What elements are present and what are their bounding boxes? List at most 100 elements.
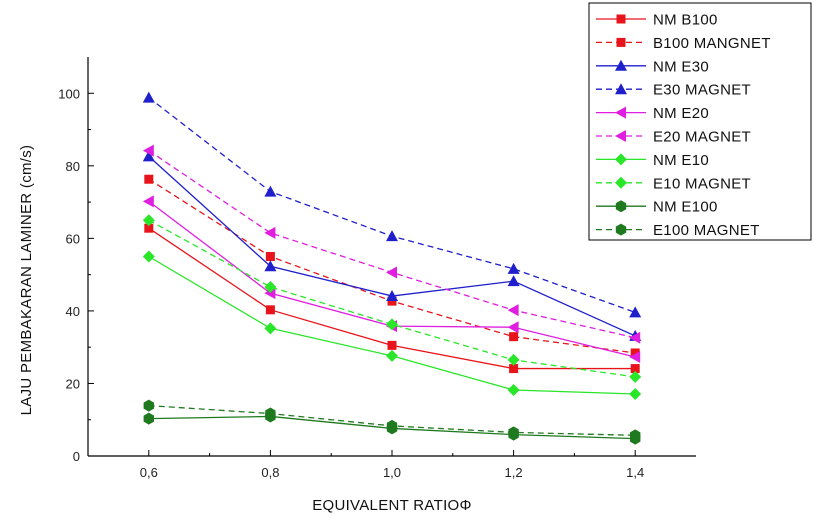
legend-marker xyxy=(615,153,627,166)
data-point-nm-e30 xyxy=(386,290,398,302)
data-point-nm-e10 xyxy=(264,322,277,335)
data-point-e20-magnet xyxy=(507,304,519,317)
legend-item-nm-b100: NM B100 xyxy=(596,12,718,29)
data-point-e100-magnet xyxy=(143,399,154,412)
legend-item-e30-magnet: E30 MAGNET xyxy=(596,82,751,99)
legend-item-nm-e20: NM E20 xyxy=(596,105,709,122)
data-point-nm-b100 xyxy=(387,340,397,350)
legend-label: E20 MAGNET xyxy=(653,129,751,146)
data-point-nm-e30 xyxy=(507,275,520,287)
data-point-e30-magnet xyxy=(386,230,398,242)
series-nm-b100 xyxy=(144,223,640,374)
data-point-b100-mangnet xyxy=(387,296,397,306)
data-point-nm-e30 xyxy=(264,260,277,272)
series-line-nm-e30 xyxy=(148,155,636,337)
data-point-e100-magnet xyxy=(508,426,519,439)
legend-marker xyxy=(615,59,627,71)
data-point-nm-b100 xyxy=(630,364,640,374)
legend-item-e100-magnet: E100 MAGNET xyxy=(596,222,760,239)
x-axis-title: EQUIVALENT RATIOΦ xyxy=(312,497,472,514)
legend-label: NM E30 xyxy=(653,58,709,75)
data-point-e100-magnet xyxy=(265,407,276,420)
legend-marker xyxy=(615,106,626,119)
legend-label: E10 MAGNET xyxy=(653,175,751,192)
data-point-b100-mangnet xyxy=(265,252,275,261)
x-tick-label: 0,8 xyxy=(261,465,279,480)
data-point-e30-magnet xyxy=(264,185,277,197)
legend-label: NM E10 xyxy=(653,152,709,169)
data-point-nm-e10 xyxy=(386,349,398,362)
data-point-e10-magnet xyxy=(264,280,277,293)
y-tick-label: 80 xyxy=(66,159,80,174)
series-nm-e30 xyxy=(142,150,642,341)
legend-marker xyxy=(615,83,627,95)
legend-marker xyxy=(615,223,627,236)
data-point-e20-magnet xyxy=(386,266,397,279)
legend-marker xyxy=(615,130,626,142)
data-point-nm-e20 xyxy=(507,321,519,334)
data-point-nm-e100 xyxy=(143,412,154,425)
series-line-e20-magnet xyxy=(148,150,636,339)
data-point-nm-e20 xyxy=(142,195,154,208)
legend-label: NM E20 xyxy=(653,105,709,122)
data-point-e10-magnet xyxy=(142,214,155,227)
legend-label: E100 MAGNET xyxy=(653,222,760,239)
data-point-nm-e10 xyxy=(142,250,155,263)
x-tick-label: 1,2 xyxy=(505,465,523,480)
data-point-b100-mangnet xyxy=(630,348,640,358)
data-point-e100-magnet xyxy=(386,419,398,432)
data-point-nm-b100 xyxy=(144,223,154,233)
series-nm-e10 xyxy=(142,250,642,400)
series-nm-e20 xyxy=(142,195,641,363)
legend-label: NM B100 xyxy=(653,12,718,29)
legend-label: E30 MAGNET xyxy=(653,82,751,99)
legend: NM B100 B100 MANGNET NM E30 E30 MAGNET NM E2… xyxy=(588,2,812,241)
series-e20-magnet xyxy=(142,144,641,344)
data-point-e10-magnet xyxy=(386,318,398,331)
axes: 0 20 40 60 80 100 0,6 0,8 1,0 1,2 1,4 xyxy=(58,57,696,480)
legend-marker xyxy=(616,14,626,24)
data-point-nm-b100 xyxy=(265,305,275,315)
data-point-e100-magnet xyxy=(630,429,641,442)
y-tick-label: 0 xyxy=(73,449,80,464)
y-axis-title: LAJU PEMBAKARAN LAMINER (cm/s) xyxy=(18,145,35,416)
legend-marker xyxy=(615,176,627,189)
legend-item-e10-magnet: E10 MAGNET xyxy=(596,175,751,192)
legend-item-e20-magnet: E20 MAGNET xyxy=(596,129,751,146)
data-point-e20-magnet xyxy=(629,331,641,344)
series-layer xyxy=(142,91,642,445)
series-e30-magnet xyxy=(142,91,642,318)
series-e100-magnet xyxy=(143,399,641,442)
y-tick-label: 100 xyxy=(58,86,80,101)
data-point-e30-magnet xyxy=(629,306,642,318)
data-point-nm-e10 xyxy=(629,387,642,400)
series-b100-mangnet xyxy=(144,174,640,358)
data-point-e30-magnet xyxy=(142,91,155,103)
data-point-e20-magnet xyxy=(142,144,154,157)
data-point-e30-magnet xyxy=(507,262,520,274)
data-point-b100-mangnet xyxy=(144,174,154,184)
data-point-nm-b100 xyxy=(509,364,519,374)
legend-label: NM E100 xyxy=(653,199,718,216)
series-e10-magnet xyxy=(142,214,642,383)
legend-item-nm-e10: NM E10 xyxy=(596,152,709,169)
y-tick-label: 60 xyxy=(66,231,80,246)
data-point-nm-e10 xyxy=(507,383,520,396)
legend-marker xyxy=(615,200,627,213)
data-point-nm-e30 xyxy=(142,150,155,162)
series-line-e30-magnet xyxy=(148,97,636,313)
legend-item-b100-mangnet: B100 MANGNET xyxy=(596,35,771,52)
legend-marker xyxy=(616,37,626,47)
data-point-nm-e20 xyxy=(629,350,641,363)
y-tick-label: 40 xyxy=(66,304,80,319)
x-tick-label: 0,6 xyxy=(140,465,158,480)
data-point-e10-magnet xyxy=(629,370,642,383)
x-tick-label: 1,4 xyxy=(626,465,644,480)
legend-item-nm-e100: NM E100 xyxy=(596,199,718,216)
data-point-e10-magnet xyxy=(507,353,520,366)
x-tick-label: 1,0 xyxy=(383,465,401,480)
legend-item-nm-e30: NM E30 xyxy=(596,58,709,75)
data-point-b100-mangnet xyxy=(509,332,519,342)
series-line-nm-e20 xyxy=(148,200,636,358)
